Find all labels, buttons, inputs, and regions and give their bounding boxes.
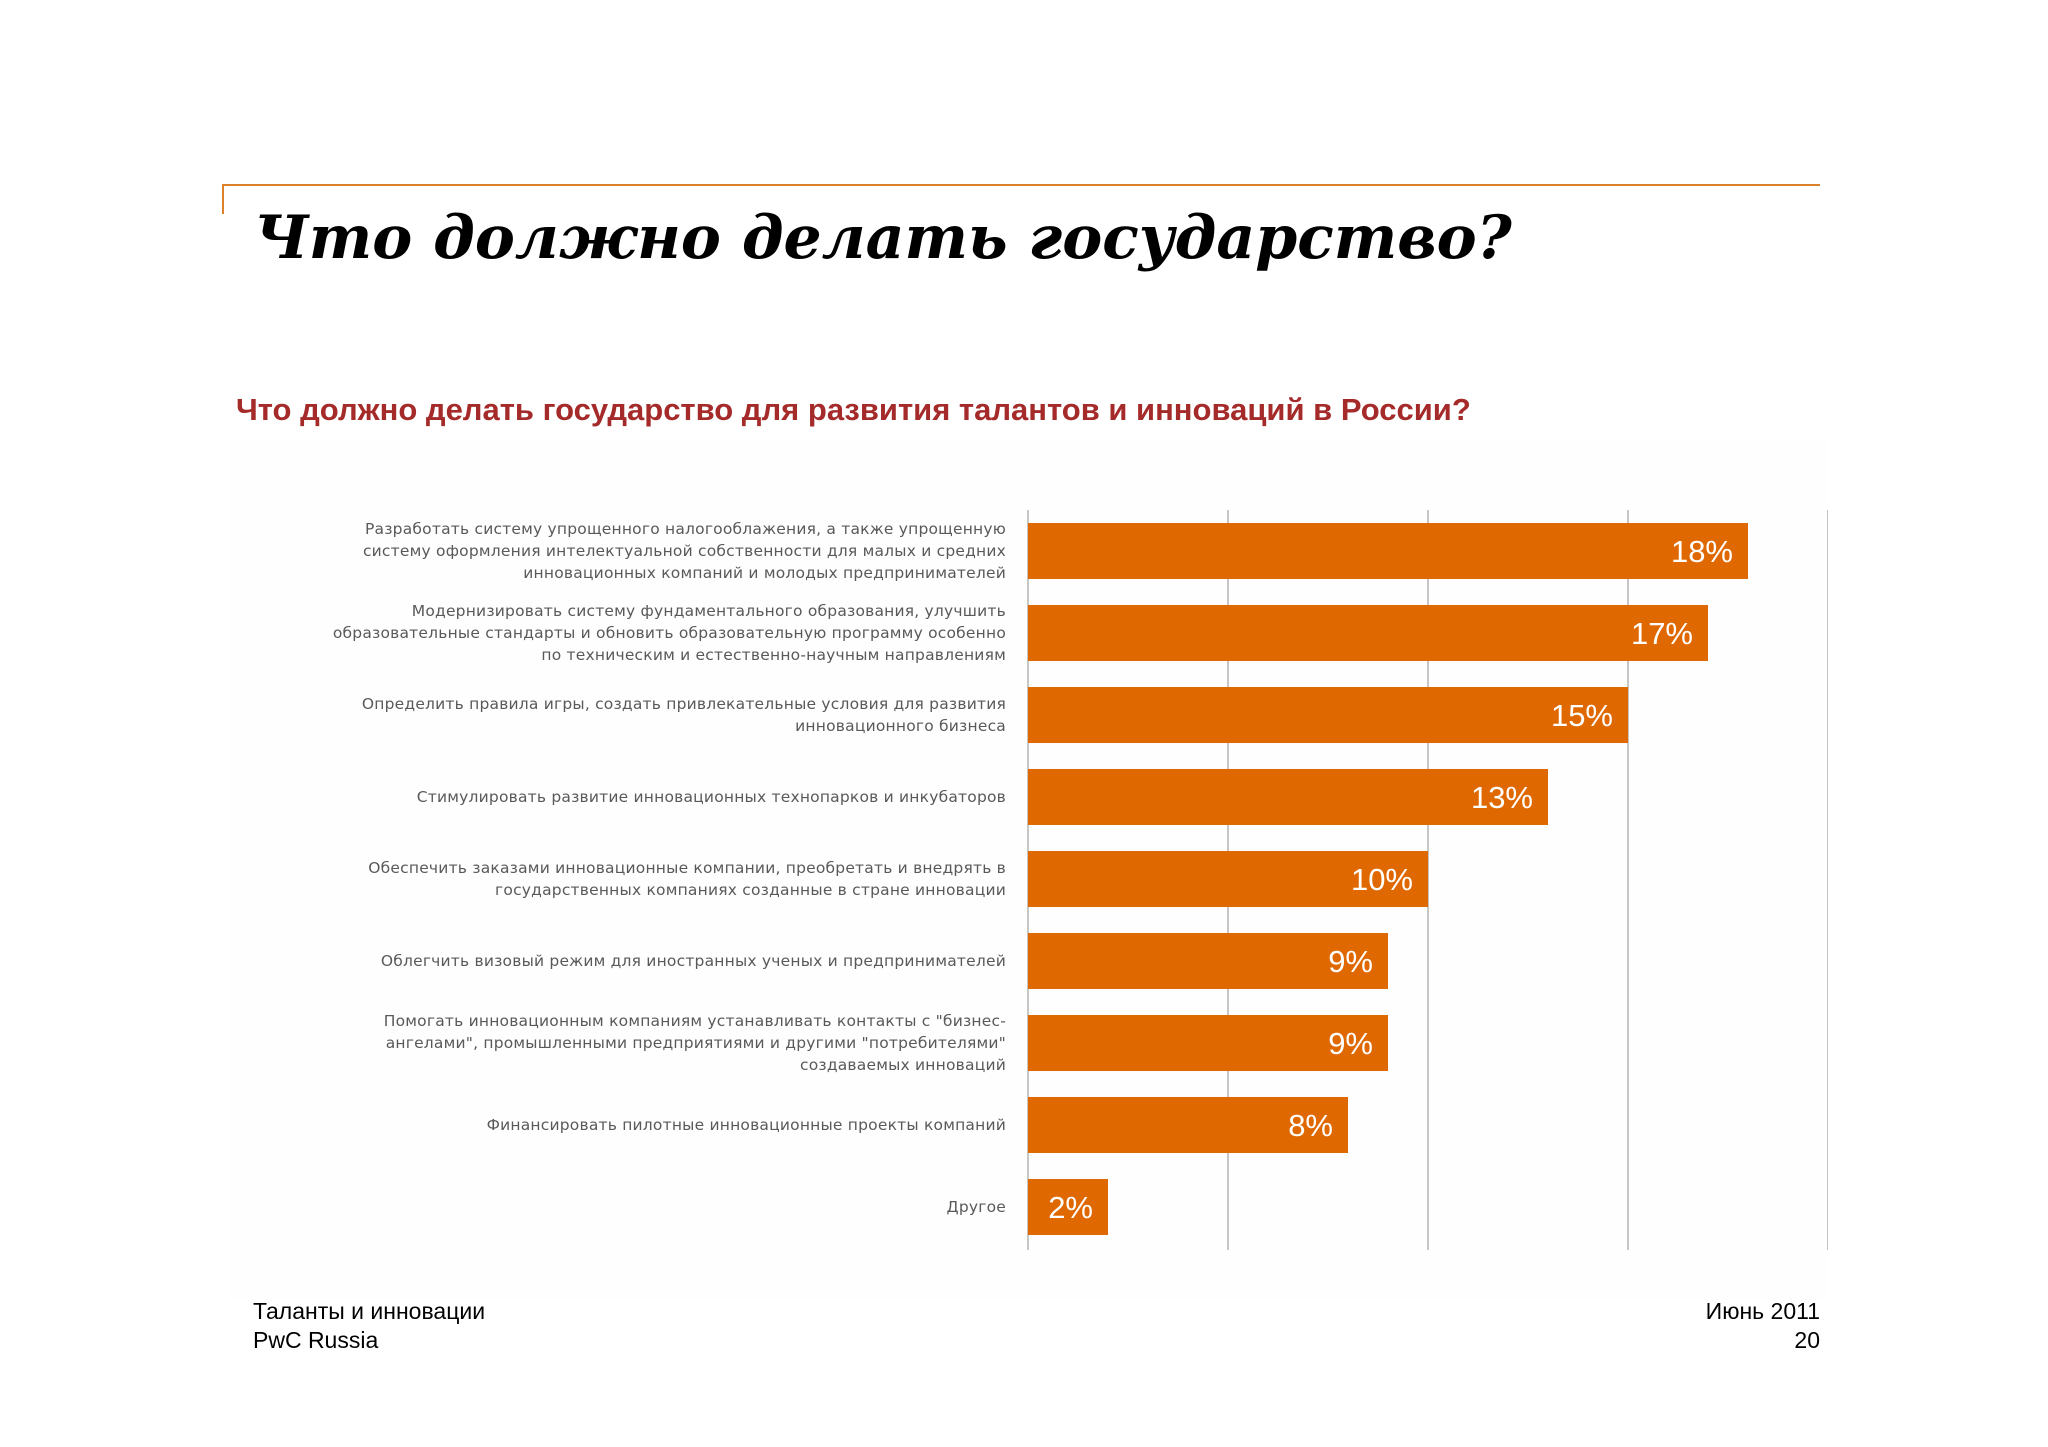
category-label-8: Другое (947, 1198, 1006, 1216)
bar-4 (1028, 851, 1428, 907)
category-label-3: Стимулировать развитие инновационных тех… (417, 788, 1006, 806)
footer-company-name: PwC Russia (253, 1327, 379, 1353)
category-label-6-line-1: ангелами", промышленными предприятиями и… (386, 1034, 1006, 1052)
value-labels: 18% 17% 15% 13% 10% 9% 9% 8% 2% (1048, 534, 1733, 1225)
bar-chart-svg: Разработать систему упрощенного налогооб… (333, 510, 1828, 1250)
category-label-0-line-1: систему оформления интелектуальной собст… (363, 542, 1006, 560)
category-label-1-line-1: образовательные стандарты и обновить обр… (333, 624, 1006, 642)
footer-report-name: Таланты и инновации (253, 1298, 486, 1324)
category-label-6-line-0: Помогать инновационным компаниям устанав… (384, 1012, 1006, 1030)
bar-6 (1028, 1015, 1388, 1071)
category-label-1-line-0: Модернизировать систему фундаментального… (412, 602, 1006, 620)
slide-title: Что должно делать государство? (254, 203, 1512, 273)
slide-frame-top-line (222, 184, 1820, 186)
category-label-0-line-0: Разработать систему упрощенного налогооб… (365, 520, 1006, 538)
bar-2 (1028, 687, 1628, 743)
bar-8 (1028, 1179, 1108, 1235)
category-label-6-line-2: создаваемых инноваций (800, 1056, 1006, 1074)
slide-frame-left-tick (222, 184, 224, 214)
footer-date: Июнь 2011 (1705, 1298, 1820, 1324)
bar-0 (1028, 523, 1748, 579)
bar-chart: Разработать систему упрощенного налогооб… (228, 440, 1828, 1300)
category-label-4-line-0: Обеспечить заказами инновационные компан… (368, 859, 1006, 877)
category-label-0: Разработать систему упрощенного налогооб… (363, 520, 1006, 582)
category-label-4-line-1: государственных компаниях созданные в ст… (495, 881, 1006, 899)
category-label-6: Помогать инновационным компаниям устанав… (384, 1012, 1006, 1074)
category-label-1-line-2: по техническим и естественно-научным нап… (541, 646, 1006, 664)
value-label-2: 15% (1551, 698, 1613, 733)
category-label-1: Модернизировать систему фундаментального… (333, 602, 1006, 664)
value-label-1: 17% (1631, 616, 1693, 651)
bars (1028, 523, 1748, 1235)
category-label-2-line-1: инновационного бизнеса (795, 717, 1006, 735)
category-label-4: Обеспечить заказами инновационные компан… (368, 859, 1006, 899)
chart-title: Что должно делать государство для развит… (236, 392, 1471, 427)
value-label-7: 8% (1288, 1108, 1333, 1143)
bar-3 (1028, 769, 1548, 825)
category-label-8-line-0: Другое (947, 1198, 1006, 1216)
category-label-3-line-0: Стимулировать развитие инновационных тех… (417, 788, 1006, 806)
category-label-2-line-0: Определить правила игры, создать привлек… (362, 695, 1006, 713)
category-label-2: Определить правила игры, создать привлек… (362, 695, 1006, 735)
bar-5 (1028, 933, 1388, 989)
category-labels: Разработать систему упрощенного налогооб… (333, 520, 1006, 1216)
category-label-7-line-0: Финансировать пилотные инновационные про… (487, 1116, 1006, 1134)
bar-1 (1028, 605, 1708, 661)
value-label-3: 13% (1471, 780, 1533, 815)
category-label-5-line-0: Облегчить визовый режим для иностранных … (381, 952, 1006, 970)
value-label-0: 18% (1671, 534, 1733, 569)
category-label-7: Финансировать пилотные инновационные про… (487, 1116, 1006, 1134)
value-label-5: 9% (1328, 944, 1373, 979)
bar-7 (1028, 1097, 1348, 1153)
category-label-5: Облегчить визовый режим для иностранных … (381, 952, 1006, 970)
value-label-6: 9% (1328, 1026, 1373, 1061)
value-label-8: 2% (1048, 1190, 1093, 1225)
value-label-4: 10% (1351, 862, 1413, 897)
category-label-0-line-2: инновационных компаний и молодых предпри… (523, 564, 1006, 582)
footer-page-number: 20 (1794, 1327, 1820, 1353)
